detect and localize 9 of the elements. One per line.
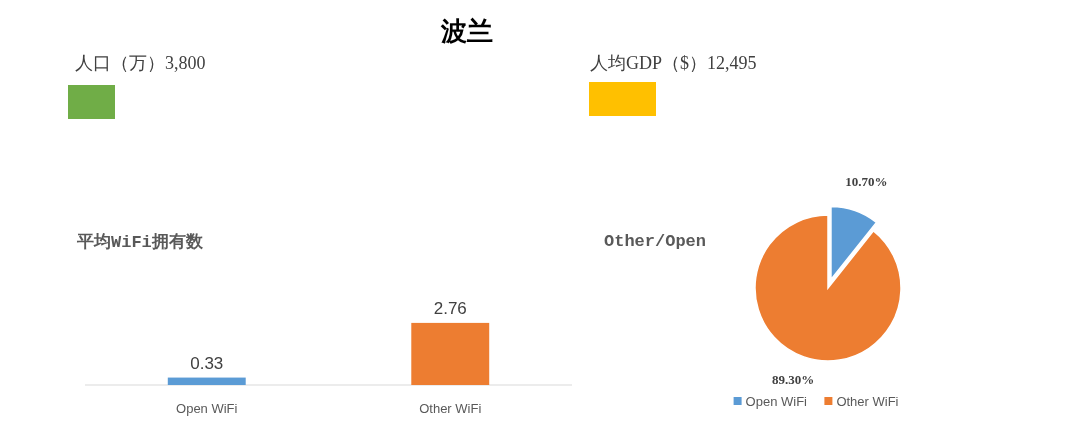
text: 人均GDP（$）12,495 (590, 53, 757, 73)
data-label: 2.76 (433, 298, 467, 318)
chart-title: 平均WiFi拥有数 (76, 232, 204, 252)
text: Other/Open (604, 232, 707, 251)
text: 波兰 (440, 17, 493, 46)
data-label: 89.30% (771, 371, 815, 387)
data-label: 0.33 (190, 353, 224, 373)
data-label: 10.70% (845, 174, 888, 190)
text: 人口（万）3,800 (75, 53, 206, 73)
